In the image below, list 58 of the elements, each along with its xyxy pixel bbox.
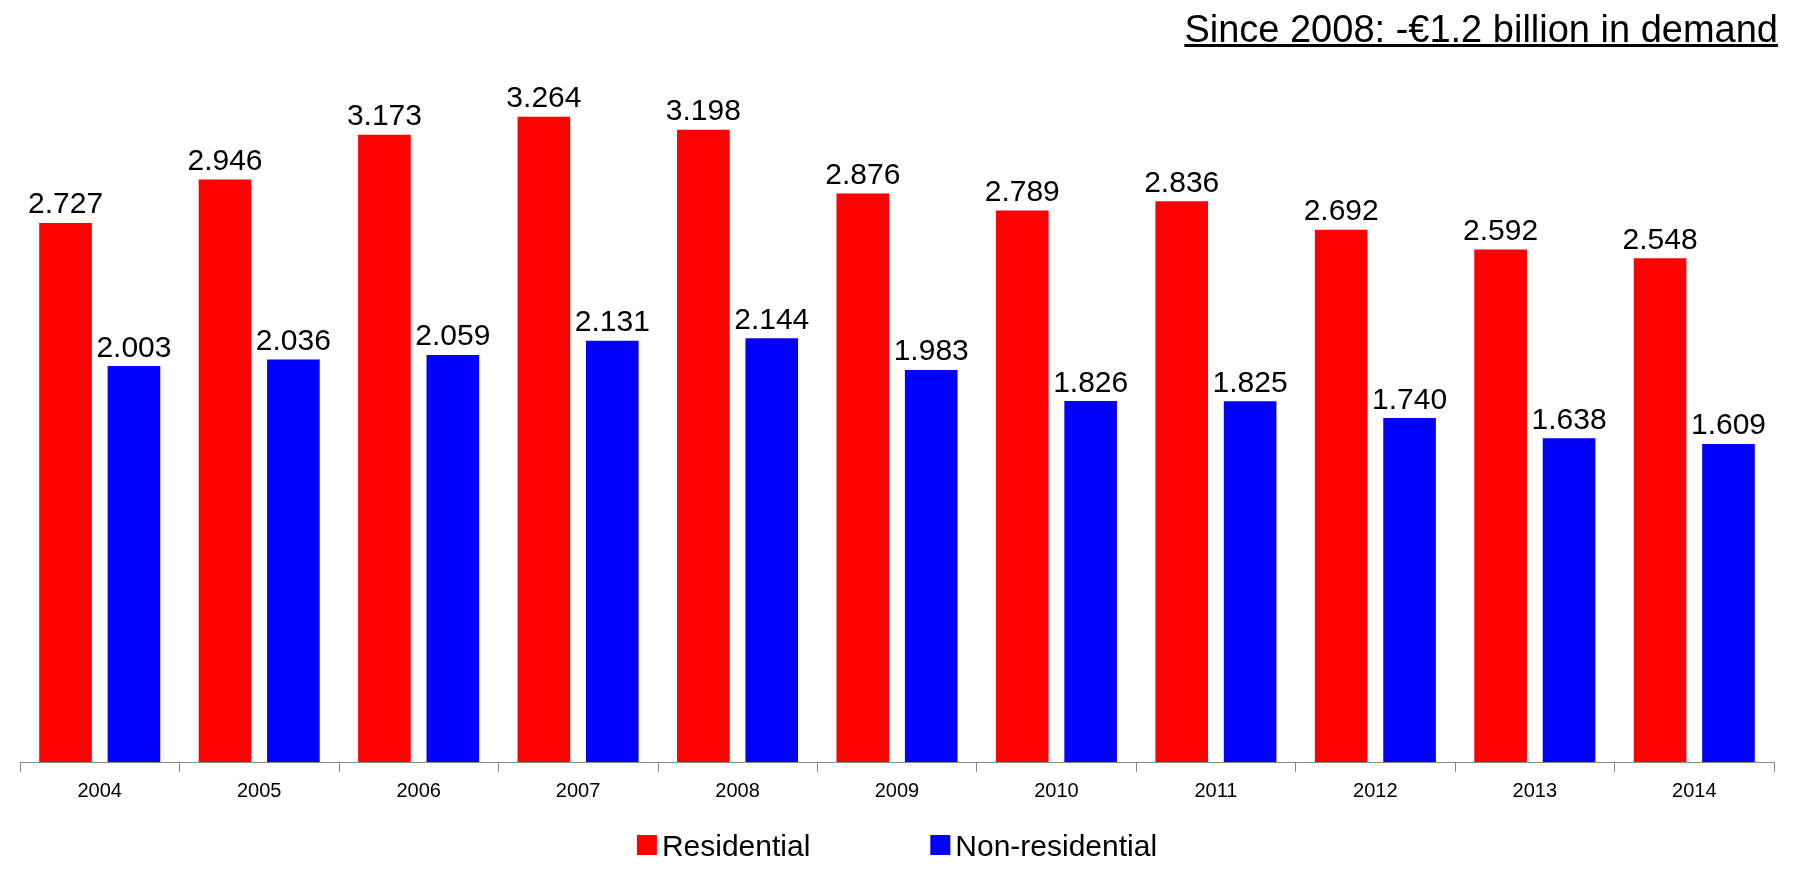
bar — [1702, 443, 1755, 762]
data-label: 2.789 — [984, 174, 1060, 208]
data-label: 2.876 — [825, 156, 901, 190]
bar — [426, 354, 480, 762]
bar — [1064, 401, 1117, 762]
data-label: 2.059 — [415, 318, 491, 352]
data-label: 3.173 — [346, 98, 422, 132]
bar — [267, 359, 320, 762]
bar — [585, 340, 639, 762]
data-label: 1.983 — [893, 333, 969, 367]
bar — [1314, 229, 1368, 762]
data-label: 1.826 — [1053, 364, 1129, 398]
data-label: 1.740 — [1372, 381, 1448, 415]
bar — [198, 179, 252, 762]
data-label: 2.131 — [574, 304, 650, 338]
data-label: 1.609 — [1690, 407, 1767, 441]
data-label: 2.727 — [27, 186, 104, 220]
data-label: 2.692 — [1303, 193, 1379, 227]
bar — [1542, 438, 1596, 762]
bar — [677, 129, 730, 762]
bar — [1155, 201, 1209, 762]
bar — [107, 366, 161, 762]
x-tick-label: 2006 — [396, 779, 441, 801]
data-label: 3.198 — [665, 93, 741, 127]
data-label: 2.144 — [734, 301, 810, 335]
bar — [39, 222, 92, 762]
bar — [1633, 258, 1687, 762]
x-tick-label: 2010 — [1034, 779, 1079, 801]
data-label: 2.036 — [255, 322, 331, 356]
bar — [358, 134, 411, 762]
legend-label: Non-residential — [955, 828, 1158, 862]
bar — [836, 193, 890, 762]
bar — [1383, 418, 1436, 762]
data-label: 2.592 — [1463, 213, 1539, 247]
x-tick-label: 2008 — [715, 779, 760, 801]
data-label: 1.825 — [1212, 364, 1288, 398]
x-tick-label: 2009 — [874, 779, 920, 801]
bar — [904, 369, 958, 762]
bar — [517, 116, 571, 762]
x-tick-label: 2011 — [1194, 779, 1238, 801]
data-label: 1.638 — [1531, 401, 1607, 435]
x-tick-label: 2014 — [1672, 779, 1717, 801]
chart-title: Since 2008: -€1.2 billion in demand — [1184, 8, 1778, 51]
x-tick-label: 2013 — [1512, 779, 1558, 801]
data-label: 2.003 — [96, 329, 172, 363]
data-label: 2.946 — [187, 143, 263, 177]
x-tick-label: 2012 — [1353, 779, 1398, 801]
bar — [745, 338, 799, 762]
bar — [1474, 249, 1527, 762]
x-tick-label: 2005 — [236, 779, 282, 801]
data-label: 3.264 — [506, 80, 582, 114]
data-label: 2.548 — [1622, 221, 1698, 255]
x-tick-label: 2004 — [77, 779, 122, 801]
data-label: 2.836 — [1144, 164, 1220, 198]
bar — [1223, 401, 1277, 762]
bar — [995, 210, 1049, 762]
x-tick-label: 2007 — [555, 779, 601, 801]
legend-label: Residential — [661, 828, 811, 862]
